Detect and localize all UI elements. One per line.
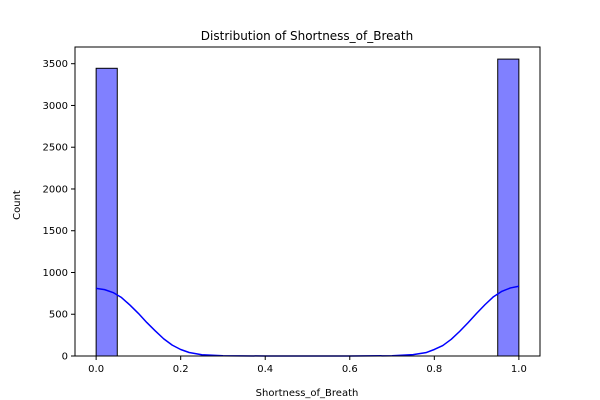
plot-frame <box>74 46 541 357</box>
y-tick-label-5: 2500 <box>43 143 68 154</box>
kde-line <box>96 285 520 357</box>
x-tick-label-0: 0.0 <box>88 364 104 375</box>
x-tick-label-4: 0.8 <box>426 364 442 375</box>
y-tick-label-0: 0 <box>62 352 68 363</box>
x-tick-label-5: 1.0 <box>511 364 527 375</box>
y-tick-label-1: 500 <box>49 310 68 321</box>
x-tick-label-1: 0.2 <box>173 364 189 375</box>
x-tick-label-3: 0.6 <box>342 364 358 375</box>
y-tick-label-6: 3000 <box>43 101 68 112</box>
y-tick-label-4: 2000 <box>43 184 68 195</box>
chart-title: Distribution of Shortness_of_Breath <box>201 29 413 43</box>
x-axis: 0.0 0.2 0.4 0.6 0.8 1.0 <box>88 356 527 375</box>
histogram-bar-1 <box>497 58 520 357</box>
y-tick-label-3: 1500 <box>43 226 68 237</box>
plot-area <box>74 46 541 357</box>
x-axis-label: Shortness_of_Breath <box>256 388 359 399</box>
y-tick-label-7: 3500 <box>43 59 68 70</box>
y-axis: 0 500 1000 1500 2000 2500 3000 3500 <box>43 59 75 363</box>
y-tick-label-2: 1000 <box>43 268 68 279</box>
histogram-bar-0 <box>95 67 118 357</box>
x-tick-label-2: 0.4 <box>257 364 273 375</box>
y-axis-label: Count <box>12 190 23 220</box>
